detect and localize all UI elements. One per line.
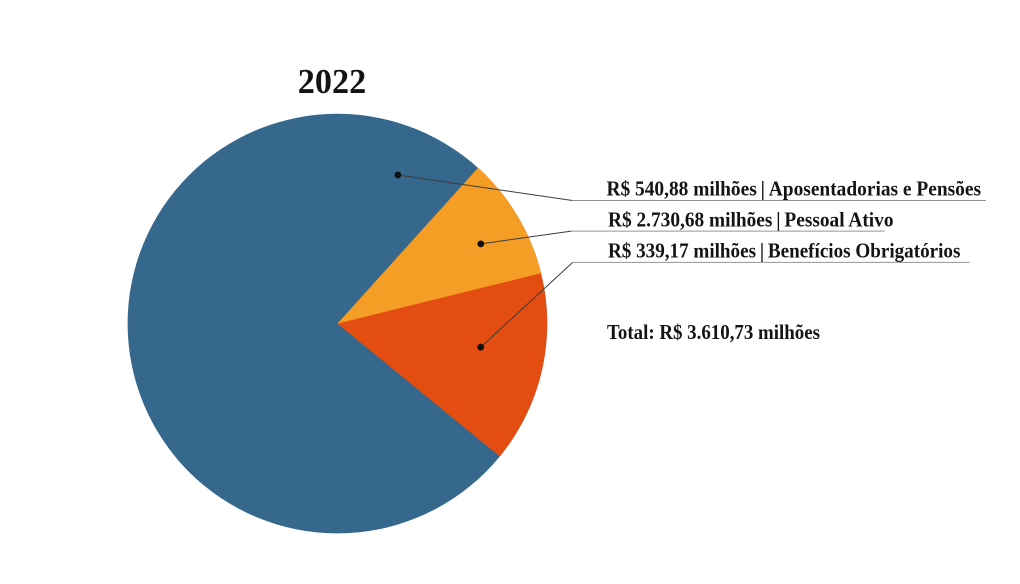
svg-text:2022: 2022: [298, 62, 366, 101]
svg-text:Total: R$ 3.610,73 milhões: Total: R$ 3.610,73 milhões: [607, 320, 820, 344]
svg-text:R$ 540,88 milhões | Aposentado: R$ 540,88 milhões | Aposentadorias e Pen…: [607, 176, 982, 200]
svg-text:R$ 339,17 milhões | Benefícios: R$ 339,17 milhões | Benefícios Obrigatór…: [608, 238, 960, 262]
svg-text:R$ 2.730,68 milhões | Pessoal: R$ 2.730,68 milhões | Pessoal Ativo: [608, 207, 894, 231]
